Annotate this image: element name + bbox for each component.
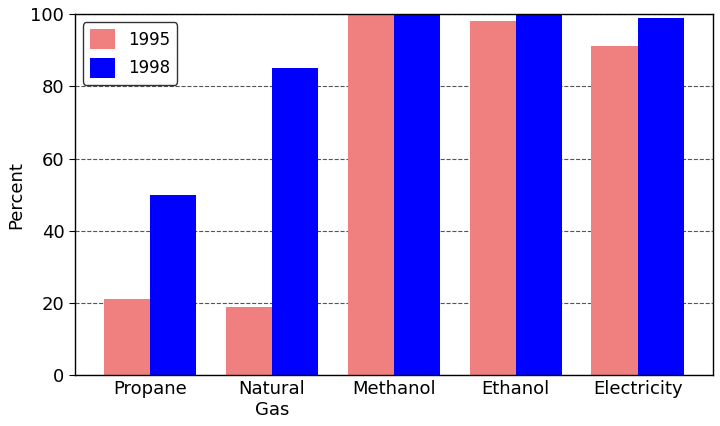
Bar — [394, 14, 440, 375]
Y-axis label: Percent: Percent — [7, 161, 25, 229]
Bar — [591, 46, 638, 375]
Bar — [272, 68, 318, 375]
Bar — [348, 14, 394, 375]
Bar — [150, 195, 197, 375]
Bar — [638, 17, 684, 375]
Legend: 1995, 1998: 1995, 1998 — [83, 22, 177, 85]
Bar — [469, 21, 516, 375]
Bar — [104, 299, 150, 375]
Bar — [516, 14, 562, 375]
Bar — [225, 307, 272, 375]
